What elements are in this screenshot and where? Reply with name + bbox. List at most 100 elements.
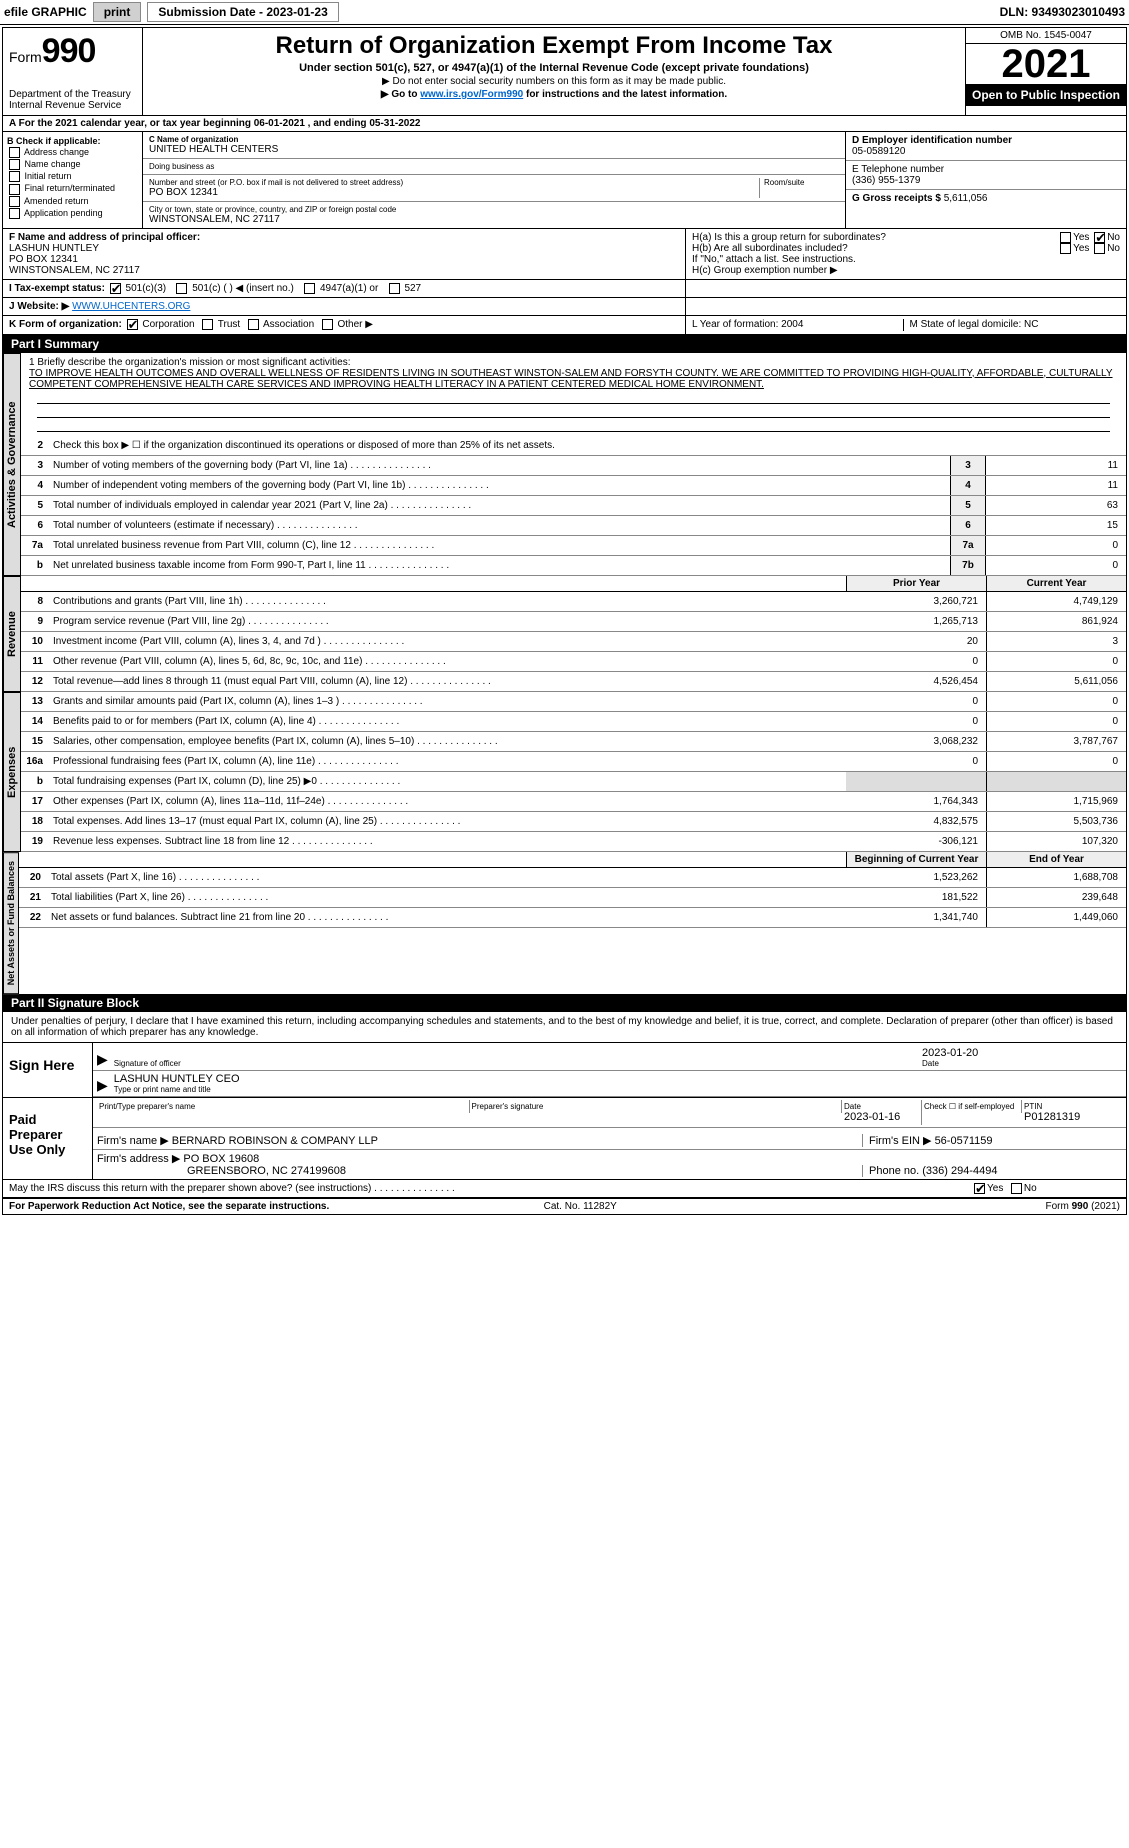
- line-desc: Contributions and grants (Part VIII, lin…: [49, 594, 846, 609]
- open-public-badge: Open to Public Inspection: [966, 84, 1126, 106]
- cat-no: Cat. No. 11282Y: [544, 1201, 617, 1212]
- principal-officer: F Name and address of principal officer:…: [3, 229, 686, 279]
- street-value: PO BOX 12341: [149, 187, 759, 198]
- cb-trust[interactable]: [202, 319, 213, 330]
- header-center: Return of Organization Exempt From Incom…: [143, 28, 966, 115]
- row-k-l-m: K Form of organization: Corporation Trus…: [3, 316, 1126, 334]
- cb-527[interactable]: [389, 283, 400, 294]
- line-7a-box: 7a: [950, 536, 986, 555]
- current-value: [986, 772, 1126, 791]
- line-7a-desc: Total unrelated business revenue from Pa…: [49, 538, 950, 553]
- prior-value: [846, 772, 986, 791]
- current-value: 0: [986, 712, 1126, 731]
- table-row: 8Contributions and grants (Part VIII, li…: [21, 592, 1126, 612]
- irs-label: Internal Revenue Service: [9, 100, 136, 111]
- dept-treasury: Department of the Treasury: [9, 89, 136, 100]
- ha-yes[interactable]: [1060, 232, 1071, 243]
- cb-501c3[interactable]: [110, 283, 121, 294]
- hb-yes[interactable]: [1060, 243, 1071, 254]
- cb-4947[interactable]: [304, 283, 315, 294]
- line-5-val: 63: [986, 496, 1126, 515]
- website-link[interactable]: WWW.UHCENTERS.ORG: [72, 301, 190, 312]
- note2-pre: ▶ Go to: [381, 89, 420, 100]
- table-row: 13Grants and similar amounts paid (Part …: [21, 692, 1126, 712]
- ptin-value: P01281319: [1024, 1111, 1120, 1123]
- form-ref: Form 990 (2021): [1046, 1201, 1120, 1212]
- current-value: 1,688,708: [986, 868, 1126, 887]
- firm-name: BERNARD ROBINSON & COMPANY LLP: [172, 1135, 378, 1147]
- officer-name: LASHUN HUNTLEY: [9, 243, 679, 254]
- row-j-label: J Website: ▶: [9, 301, 69, 312]
- current-value: 0: [986, 692, 1126, 711]
- cb-name-change[interactable]: Name change: [7, 159, 138, 170]
- table-row: 17Other expenses (Part IX, column (A), l…: [21, 792, 1126, 812]
- current-value: 1,449,060: [986, 908, 1126, 927]
- phone-label: E Telephone number: [852, 164, 1120, 175]
- table-row: 18Total expenses. Add lines 13–17 (must …: [21, 812, 1126, 832]
- paperwork-notice: For Paperwork Reduction Act Notice, see …: [9, 1201, 329, 1212]
- form-word: Form: [9, 49, 42, 65]
- prior-value: 20: [846, 632, 986, 651]
- line-desc: Total assets (Part X, line 16): [47, 870, 846, 885]
- line-4-desc: Number of independent voting members of …: [49, 478, 950, 493]
- tab-expenses: Expenses: [3, 692, 21, 852]
- form-header: Form990 Department of the Treasury Inter…: [3, 28, 1126, 116]
- line-desc: Total expenses. Add lines 13–17 (must eq…: [49, 814, 846, 829]
- firm-addr2: GREENSBORO, NC 274199608: [97, 1165, 862, 1177]
- irs-link[interactable]: www.irs.gov/Form990: [420, 89, 523, 100]
- current-value: 5,503,736: [986, 812, 1126, 831]
- cb-amended-return[interactable]: Amended return: [7, 196, 138, 207]
- hb-no[interactable]: [1094, 243, 1105, 254]
- cb-other[interactable]: [322, 319, 333, 330]
- expenses-block: Expenses 13Grants and similar amounts pa…: [3, 692, 1126, 852]
- line-5-box: 5: [950, 496, 986, 515]
- arrow-icon: ▶: [97, 1077, 108, 1094]
- state-domicile: M State of legal domicile: NC: [904, 319, 1121, 330]
- current-value: 107,320: [986, 832, 1126, 851]
- prior-value: 1,341,740: [846, 908, 986, 927]
- table-row: 14Benefits paid to or for members (Part …: [21, 712, 1126, 732]
- line-desc: Investment income (Part VIII, column (A)…: [49, 634, 846, 649]
- prior-value: 4,526,454: [846, 672, 986, 691]
- cb-association[interactable]: [248, 319, 259, 330]
- may-irs-yes[interactable]: [974, 1183, 985, 1194]
- ein-label: D Employer identification number: [852, 135, 1120, 146]
- blank-line-2: [37, 404, 1110, 418]
- row-a-tax-period: A For the 2021 calendar year, or tax yea…: [3, 116, 1126, 132]
- current-value: 3,787,767: [986, 732, 1126, 751]
- ein-value: 05-0589120: [852, 146, 1120, 157]
- line-desc: Net assets or fund balances. Subtract li…: [47, 910, 846, 925]
- ha-no[interactable]: [1094, 232, 1105, 243]
- hc-label: H(c) Group exemption number ▶: [692, 265, 1120, 276]
- cb-corporation[interactable]: [127, 319, 138, 330]
- prior-value: -306,121: [846, 832, 986, 851]
- prior-value: 1,523,262: [846, 868, 986, 887]
- cb-501c[interactable]: [176, 283, 187, 294]
- officer-printed-name: LASHUN HUNTLEY CEO: [114, 1073, 1122, 1085]
- firm-name-label: Firm's name ▶: [97, 1135, 169, 1147]
- submission-date: Submission Date - 2023-01-23: [147, 2, 338, 22]
- name-title-label: Type or print name and title: [114, 1085, 1122, 1094]
- current-value: 4,749,129: [986, 592, 1126, 611]
- cb-address-change[interactable]: Address change: [7, 147, 138, 158]
- cb-initial-return[interactable]: Initial return: [7, 171, 138, 182]
- line-desc: Salaries, other compensation, employee b…: [49, 734, 846, 749]
- tab-net-assets: Net Assets or Fund Balances: [3, 852, 19, 994]
- table-row: 19Revenue less expenses. Subtract line 1…: [21, 832, 1126, 852]
- line-3-val: 11: [986, 456, 1126, 475]
- header-left: Form990 Department of the Treasury Inter…: [3, 28, 143, 115]
- row-f-h: F Name and address of principal officer:…: [3, 229, 1126, 280]
- cb-application-pending[interactable]: Application pending: [7, 208, 138, 219]
- gross-label: G Gross receipts $: [852, 193, 941, 204]
- may-irs-no[interactable]: [1011, 1183, 1022, 1194]
- firm-ein: 56-0571159: [935, 1135, 993, 1147]
- firm-ein-label: Firm's EIN ▶: [869, 1135, 932, 1147]
- cb-final-return[interactable]: Final return/terminated: [7, 183, 138, 194]
- print-button[interactable]: print: [93, 2, 142, 22]
- table-row: bTotal fundraising expenses (Part IX, co…: [21, 772, 1126, 792]
- sig-officer-label: Signature of officer: [114, 1059, 922, 1068]
- current-value: 861,924: [986, 612, 1126, 631]
- firm-phone-label: Phone no.: [869, 1165, 919, 1177]
- prior-value: 4,832,575: [846, 812, 986, 831]
- prep-date: 2023-01-16: [844, 1111, 919, 1123]
